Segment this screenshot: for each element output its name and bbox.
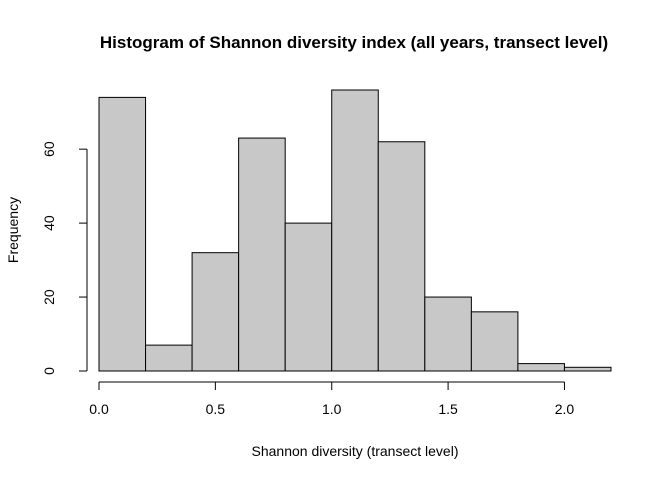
x-tick-label: 0.5 [206, 401, 226, 417]
y-tick-label: 60 [41, 141, 57, 157]
histogram-bar-5 [331, 89, 379, 372]
x-tick-label: 1.5 [438, 401, 458, 417]
histogram-bar-8 [470, 311, 519, 372]
x-tick-label: 2.0 [555, 401, 575, 417]
histogram-bar-9 [517, 363, 565, 372]
y-tick-label: 40 [41, 215, 57, 231]
histogram-bar-0 [98, 96, 147, 372]
y-tick-label: 20 [41, 289, 57, 305]
x-tick-label: 0.0 [89, 401, 109, 417]
x-axis-label: Shannon diversity (transect level) [252, 443, 459, 459]
x-axis: 0.0 0.5 1.0 1.5 2.0 [89, 381, 575, 417]
bars-group [98, 89, 612, 372]
x-tick-label: 1.0 [322, 401, 342, 417]
y-tick-label: 0 [41, 367, 57, 375]
histogram-bar-7 [424, 296, 472, 372]
histogram-bar-3 [238, 137, 286, 372]
y-axis-label: Frequency [5, 197, 21, 263]
histogram-bar-6 [377, 141, 426, 372]
histogram-bar-2 [191, 252, 240, 372]
chart-title: Histogram of Shannon diversity index (al… [100, 33, 608, 52]
y-axis: 0 20 40 60 [41, 141, 88, 375]
histogram-bar-1 [145, 344, 193, 372]
histogram-bar-4 [284, 222, 333, 372]
histogram-bar-10 [563, 366, 612, 372]
